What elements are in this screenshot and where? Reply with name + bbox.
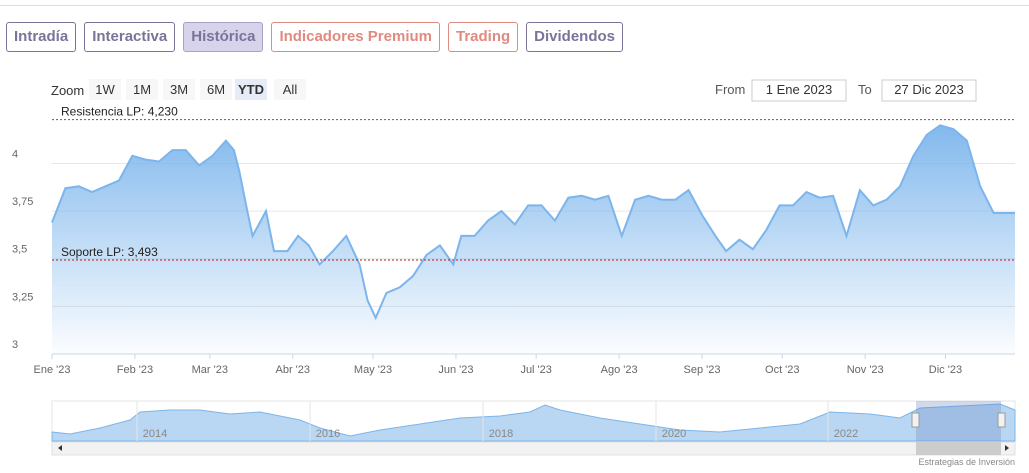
zoom-button-bg[interactable] — [274, 79, 306, 100]
x-tick-label: May '23 — [354, 364, 392, 376]
to-input[interactable] — [881, 79, 977, 102]
navigator-label: 2014 — [143, 428, 167, 440]
zoom-button-bg[interactable] — [235, 79, 267, 100]
zoom-button[interactable]: YTD — [238, 82, 264, 97]
navigator-label: 2016 — [316, 428, 340, 440]
plot-line-label: Soporte LP: 3,493 — [61, 245, 158, 259]
x-tick-label: Jul '23 — [520, 364, 551, 376]
y-tick-label: 4 — [12, 148, 18, 160]
x-tick-label: Feb '23 — [117, 364, 153, 376]
tab[interactable]: Dividendos — [526, 22, 624, 52]
tab[interactable]: Intradía — [6, 22, 77, 52]
x-tick-label: Sep '23 — [684, 364, 721, 376]
area — [52, 125, 1015, 354]
zoom-button[interactable]: 6M — [207, 82, 225, 97]
tab-bar: Intradía Interactiva Histórica Indicadores … — [6, 22, 624, 52]
from-input[interactable] — [751, 79, 847, 102]
x-tick-label: Oct '23 — [765, 364, 800, 376]
to-label: To — [858, 82, 872, 97]
y-tick-label: 3 — [12, 339, 18, 351]
from-label: From — [715, 82, 745, 97]
from-value[interactable]: 1 Ene 2023 — [766, 82, 833, 97]
navigator-label: 2020 — [662, 428, 686, 440]
line — [51, 124, 1015, 321]
scrollbar[interactable] — [51, 441, 1016, 456]
tab[interactable]: Interactiva — [84, 22, 176, 52]
tab[interactable]: Indicadores Premium — [271, 22, 440, 52]
x-tick-label: Jun '23 — [438, 364, 473, 376]
zoom-button[interactable]: 1W — [95, 82, 115, 97]
to-value[interactable]: 27 Dic 2023 — [894, 82, 963, 97]
zoom-button[interactable]: All — [283, 82, 298, 97]
zoom-button-bg[interactable] — [126, 79, 158, 100]
navigator-handle[interactable] — [997, 412, 1006, 428]
plot-line-label: Resistencia LP: 4,230 — [61, 105, 178, 119]
y-tick-label: 3,5 — [12, 244, 27, 256]
zoom-button-bg[interactable] — [163, 79, 195, 100]
y-tick-label: 3,25 — [12, 291, 33, 303]
divider — [0, 5, 1029, 6]
zoom-button[interactable]: 3M — [170, 82, 188, 97]
plot: 3 3,25 3,5 3,75 4 Ene '23 Feb '23 Mar '23 Abr '2… — [12, 105, 1015, 376]
y-tick-label: 3,75 — [12, 196, 33, 208]
x-tick-label: Ago '23 — [601, 364, 638, 376]
x-tick-label: Ene '23 — [34, 364, 71, 376]
tab[interactable]: Trading — [448, 22, 519, 52]
x-tick-label: Nov '23 — [847, 364, 884, 376]
navigator-label: 2022 — [834, 428, 858, 440]
scrollbar-thumb[interactable] — [916, 442, 1001, 455]
navigator-label: 2018 — [489, 428, 513, 440]
credits: Estrategias de Inversión — [918, 457, 1015, 467]
zoom-button[interactable]: 1M — [133, 82, 151, 97]
zoom-button-bg[interactable] — [200, 79, 232, 100]
zoom-label: Zoom — [51, 83, 84, 98]
x-tick-label: Mar '23 — [192, 364, 228, 376]
tab[interactable]: Histórica — [183, 22, 264, 52]
navigator-handle[interactable] — [911, 412, 920, 428]
zoom-button-bg[interactable] — [89, 79, 121, 100]
navigator-mask[interactable] — [916, 401, 1001, 441]
navigator-series — [51, 403, 1016, 442]
x-tick-label: Abr '23 — [275, 364, 310, 376]
x-tick-label: Dic '23 — [929, 364, 962, 376]
